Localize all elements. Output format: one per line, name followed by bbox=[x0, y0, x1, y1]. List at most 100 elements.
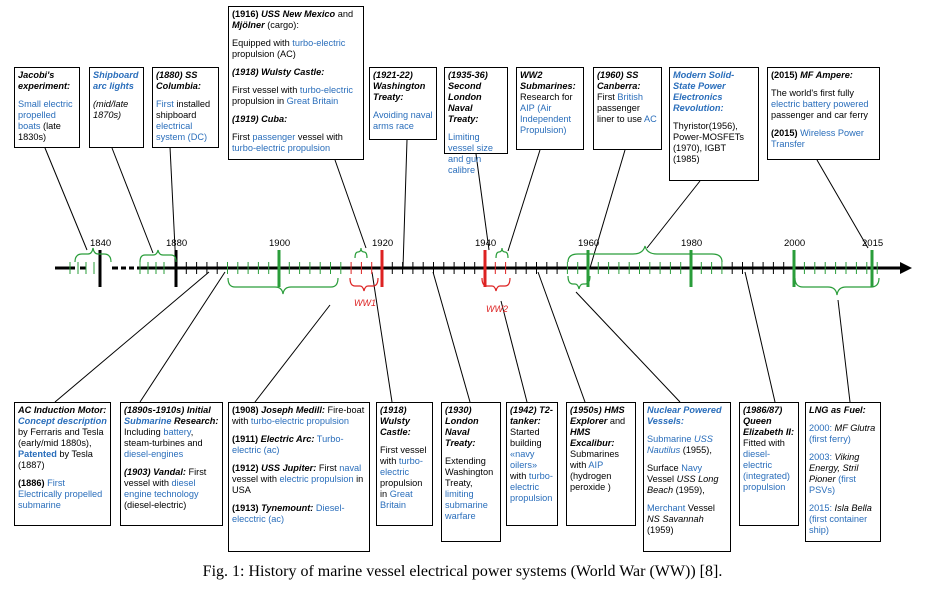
year-label: 1940 bbox=[475, 238, 497, 249]
box-paragraph: Merchant Vessel NS Savannah (1959) bbox=[647, 503, 727, 536]
box-text: Avoiding naval arms race bbox=[373, 110, 433, 131]
box-paragraph: Equipped with turbo-electric propulsion … bbox=[232, 38, 360, 60]
box-ss-columbia: (1880) SS Columbia: First installed shipb… bbox=[152, 67, 219, 148]
ww1-label: WW1 bbox=[354, 298, 376, 308]
box-uss-new-mexico: (1916) USS New Mexico and Mjölner (cargo… bbox=[228, 6, 364, 160]
box-paragraph: Nuclear Powered Vessels: bbox=[647, 405, 727, 427]
box-paragraph: (1986/87) Queen Elizabeth II: Fitted wit… bbox=[743, 405, 795, 493]
box-text: limiting submarine warfare bbox=[445, 489, 488, 521]
box-text: USS New Mexico bbox=[261, 9, 336, 19]
box-paragraph: First passenger vessel with turbo-electr… bbox=[232, 132, 360, 154]
year-label: 1840 bbox=[90, 238, 112, 249]
box-text: turbo-electric propulsion bbox=[250, 416, 349, 426]
box-text: turbo-electric bbox=[292, 38, 346, 48]
box-text: turbo-electric bbox=[299, 85, 354, 95]
box-text: diesel-engines bbox=[124, 449, 184, 459]
box-text: First vessel with bbox=[380, 445, 427, 466]
box-text: (1918) Wulsty Castle: bbox=[232, 67, 325, 77]
box-mf-ampere: (2015) MF Ampere: The world's first fully… bbox=[767, 67, 880, 160]
box-text: (1935-36) Second London Naval Treaty: bbox=[448, 70, 488, 124]
box-paragraph: (mid/late 1870s) bbox=[93, 99, 140, 121]
box-paragraph: (1918) Wulsty Castle: bbox=[232, 67, 360, 78]
box-paragraph: Thyristor(1956), Power-MOSFETs (1970), I… bbox=[673, 121, 755, 165]
box-text: AC bbox=[644, 114, 657, 124]
box-paragraph: First vessel with turbo-electric propuls… bbox=[232, 85, 360, 107]
box-text: USS Jupiter: bbox=[261, 463, 317, 473]
box-text: Great Britain bbox=[380, 489, 413, 510]
box-hms-explorer: (1950s) HMS Explorer and HMS Excalibur: … bbox=[566, 402, 636, 526]
box-text: Vessel bbox=[685, 503, 715, 513]
box-text: (1959), bbox=[673, 485, 705, 495]
box-paragraph: (1919) Cuba: bbox=[232, 114, 360, 125]
box-text: AC Induction Motor: bbox=[18, 405, 107, 415]
box-text: Surface bbox=[647, 463, 682, 473]
box-text: (1916) bbox=[232, 9, 262, 19]
box-text: (late 1830s) bbox=[18, 121, 61, 142]
box-text: Fire-boat with bbox=[232, 405, 365, 426]
box-text: (1921-22) Washington Treaty: bbox=[373, 70, 426, 102]
box-text: Electric Arc: bbox=[260, 434, 315, 444]
box-paragraph: 2015: Isla Bella (first container ship) bbox=[809, 503, 877, 536]
box-text: Navy bbox=[681, 463, 703, 473]
box-text: Turbo-electric (ac) bbox=[232, 434, 344, 455]
box-text: naval bbox=[339, 463, 362, 473]
box-text: First Electrically propelled submarine bbox=[18, 478, 103, 510]
box-paragraph: (1886) First Electrically propelled subm… bbox=[18, 478, 107, 511]
box-text: turbo-electric bbox=[380, 456, 423, 477]
box-paragraph: (1908) Joseph Medill: Fire-boat with tur… bbox=[232, 405, 366, 427]
box-london-1930: (1930) London Naval Treaty: Extending Was… bbox=[441, 402, 501, 542]
box-paragraph: (1880) SS Columbia: bbox=[156, 70, 215, 92]
box-text: (1886) bbox=[18, 478, 48, 488]
box-paragraph: (1912) USS Jupiter: First naval vessel w… bbox=[232, 463, 366, 496]
box-text: propulsion in bbox=[380, 478, 423, 499]
box-text: Including bbox=[124, 427, 164, 437]
box-text: electrical system (DC) bbox=[156, 121, 208, 142]
box-paragraph: (1942) T2-tanker: Started building «navy… bbox=[510, 405, 554, 504]
box-text: 2003: bbox=[809, 452, 835, 462]
box-text: and bbox=[607, 416, 626, 426]
box-text: (1890s-1910s) Initial bbox=[124, 405, 211, 415]
box-text: (first ferry) bbox=[809, 434, 851, 444]
box-ac-induction-motor: AC Induction Motor: Concept description … bbox=[14, 402, 111, 526]
box-text: Concept description bbox=[18, 416, 107, 426]
box-paragraph: Jacobi's experiment: bbox=[18, 70, 76, 92]
box-text: First vessel with bbox=[124, 467, 207, 488]
year-label: 2015 bbox=[862, 238, 884, 249]
box-ss-canberra: (1960) SS Canberra: First British passen… bbox=[593, 67, 662, 150]
box-paragraph: (1930) London Naval Treaty: bbox=[445, 405, 497, 449]
box-text: AIP bbox=[588, 460, 604, 470]
box-text: vessel with bbox=[295, 132, 343, 142]
box-text: (1950s) HMS Explorer bbox=[570, 405, 625, 426]
box-text: (1911) bbox=[232, 434, 261, 444]
box-text: electric battery powered bbox=[771, 99, 869, 109]
box-text: MF Ampere: bbox=[800, 70, 853, 80]
box-london-treaty: (1935-36) Second London Naval Treaty: Lim… bbox=[444, 67, 508, 175]
box-text: Great Britain bbox=[286, 96, 339, 106]
box-text: Modern Solid-State Power Electronics Rev… bbox=[673, 70, 735, 113]
box-text: (mid/late 1870s) bbox=[93, 99, 129, 120]
box-text: (1912) bbox=[232, 463, 262, 473]
box-text: Nuclear Powered Vessels: bbox=[647, 405, 722, 426]
box-text: diesel engine technology bbox=[124, 478, 199, 499]
box-paragraph: WW2 Submarines: Research for AIP (Air In… bbox=[520, 70, 580, 136]
box-paragraph: (1918) Wulsty Castle: bbox=[380, 405, 429, 438]
box-text: Thyristor(1956), Power-MOSFETs (1970), I… bbox=[673, 121, 744, 164]
year-label: 2000 bbox=[784, 238, 806, 249]
box-text: (2015) bbox=[771, 128, 801, 138]
box-text: (hydrogen peroxide ) bbox=[570, 471, 612, 492]
box-text: Submarine bbox=[124, 416, 172, 426]
box-text: «navy oilers» bbox=[510, 449, 538, 470]
box-paragraph: Avoiding naval arms race bbox=[373, 110, 433, 132]
box-text: diesel-electric (integrated) propulsion bbox=[743, 449, 790, 492]
box-text: Viking Energy, Stril Pioner bbox=[809, 452, 860, 484]
box-paragraph: Shipboard arc lights bbox=[93, 70, 140, 92]
box-text: Fitted with bbox=[743, 438, 785, 448]
box-text: (1908) bbox=[232, 405, 262, 415]
box-power-electronics: Modern Solid-State Power Electronics Rev… bbox=[669, 67, 759, 181]
box-text: Submarines with bbox=[570, 449, 620, 470]
box-text: (1913) bbox=[232, 503, 262, 513]
box-paragraph: (1903) Vandal: First vessel with diesel … bbox=[124, 467, 219, 511]
box-text: Diesel-elecctric (ac) bbox=[232, 503, 345, 524]
box-paragraph: (1935-36) Second London Naval Treaty: bbox=[448, 70, 504, 125]
box-text: First bbox=[156, 99, 174, 109]
